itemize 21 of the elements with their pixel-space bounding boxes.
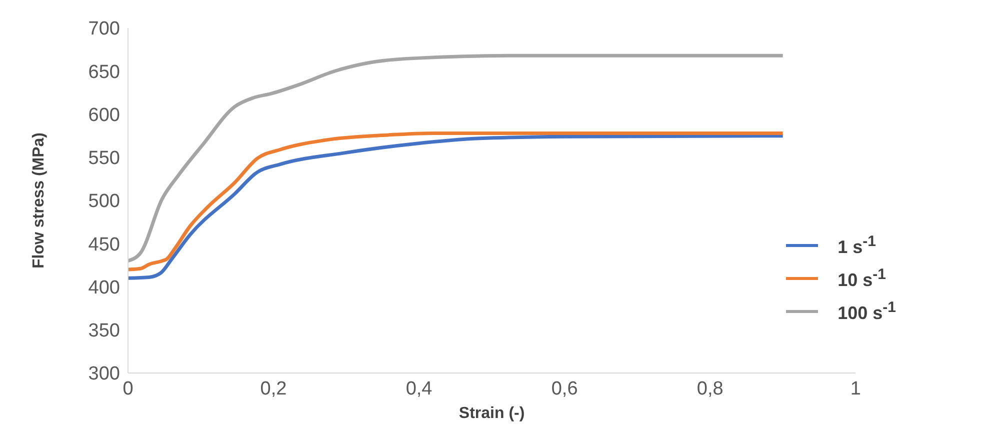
- y-tick-label: 450: [88, 234, 120, 256]
- y-tick-label: 550: [88, 148, 120, 170]
- x-tick-label: 1: [850, 378, 861, 400]
- legend-label: 10 s$^{-1}$: [838, 266, 886, 291]
- x-tick-label: 0: [122, 378, 134, 400]
- y-tick-label: 400: [88, 277, 120, 298]
- x-tick-label: 0,2: [260, 378, 287, 400]
- y-tick-label: 350: [88, 320, 120, 342]
- y-tick-label: 650: [88, 62, 120, 83]
- x-tick-label: 0,4: [406, 378, 433, 400]
- line-series: [128, 54, 785, 263]
- y-tick-label: 300: [88, 364, 120, 385]
- x-tick-label: 0,6: [551, 378, 578, 400]
- y-axis-title: Flow stress (MPa): [30, 132, 48, 269]
- y-tick-label: 600: [88, 104, 120, 126]
- x-axis-title: Strain (-): [458, 405, 525, 422]
- x-tick-label: 0,8: [696, 378, 724, 400]
- y-tick-label: 700: [88, 18, 120, 40]
- legend-label: 100 s$^{-1}$: [838, 299, 896, 324]
- legend-label: 1 s$^{-1}$: [838, 233, 876, 258]
- y-tick-label: 500: [88, 191, 120, 212]
